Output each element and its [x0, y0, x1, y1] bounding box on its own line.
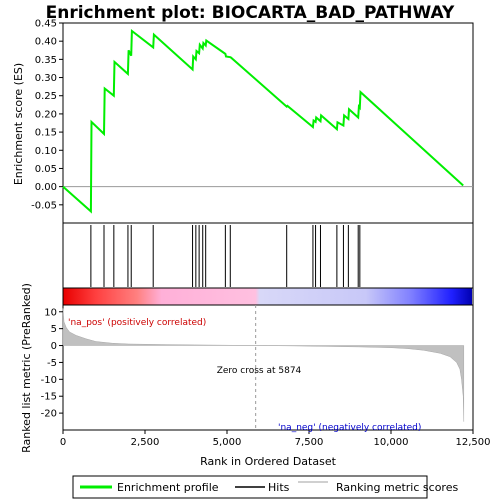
x-tick-label: 12,500 [456, 437, 491, 448]
plot-title: Enrichment plot: BIOCARTA_BAD_PATHWAY [46, 3, 455, 23]
metric-y-tick-label: 10 [44, 307, 57, 318]
x-tick-label: 7,500 [295, 437, 324, 448]
metric-y-tick-label: -15 [41, 392, 57, 403]
es-y-tick-label: -0.05 [31, 200, 57, 211]
es-y-tick-label: 0.40 [35, 37, 57, 48]
legend-profile-label: Enrichment profile [117, 481, 219, 494]
neg-correlated-label: 'na_neg' (negatively correlated) [278, 423, 421, 433]
es-y-axis: -0.05 0.00 0.05 0.10 0.15 0.20 0.25 0.30 0.35 0.4… [31, 19, 63, 211]
x-tick-label: 5,000 [213, 437, 242, 448]
x-axis-label: Rank in Ordered Dataset [200, 455, 337, 468]
metric-y-tick-label: -10 [41, 375, 57, 386]
enrichment-profile-series [62, 29, 464, 214]
es-y-tick-label: 0.00 [35, 182, 57, 193]
es-y-tick-label: 0.10 [35, 146, 57, 157]
legend-hits-label: Hits [268, 481, 290, 494]
metric-y-tick-label: 0 [51, 341, 57, 352]
metric-y-axis-label: Ranked list metric (PreRanked) [20, 283, 33, 453]
legend-ranking-label: Ranking metric scores [336, 481, 458, 494]
metric-panel-frame [62, 304, 474, 431]
x-axis: 0 2,500 5,000 7,500 10,000 12,500 [60, 430, 491, 448]
es-panel-frame [62, 22, 474, 224]
ranked-metric-area [62, 308, 465, 422]
rank-colorbar [63, 288, 472, 305]
metric-y-tick-label: -5 [47, 358, 57, 369]
hits-panel-frame [62, 222, 474, 289]
es-y-tick-label: 0.25 [35, 91, 57, 102]
metric-y-axis: -20 -15 -10 -5 0 5 10 [41, 307, 63, 420]
es-y-tick-label: 0.20 [35, 109, 57, 120]
hits-series [90, 225, 361, 287]
es-y-tick-label: 0.15 [35, 128, 57, 139]
es-y-tick-label: 0.35 [35, 55, 57, 66]
es-y-tick-label: 0.30 [35, 73, 57, 84]
metric-y-tick-label: 5 [51, 324, 57, 335]
enrichment-profile-line [62, 29, 464, 214]
es-y-tick-label: 0.45 [35, 19, 57, 30]
zero-cross-label: Zero cross at 5874 [217, 366, 302, 376]
x-tick-label: 10,000 [374, 437, 409, 448]
es-y-tick-label: 0.05 [35, 164, 57, 175]
x-tick-label: 2,500 [131, 437, 160, 448]
x-tick-label: 0 [60, 437, 66, 448]
pos-correlated-label: 'na_pos' (positively correlated) [68, 318, 206, 328]
es-y-axis-label: Enrichment score (ES) [12, 63, 25, 185]
metric-y-tick-label: -20 [41, 409, 57, 420]
ranked-metric-series [62, 308, 465, 422]
